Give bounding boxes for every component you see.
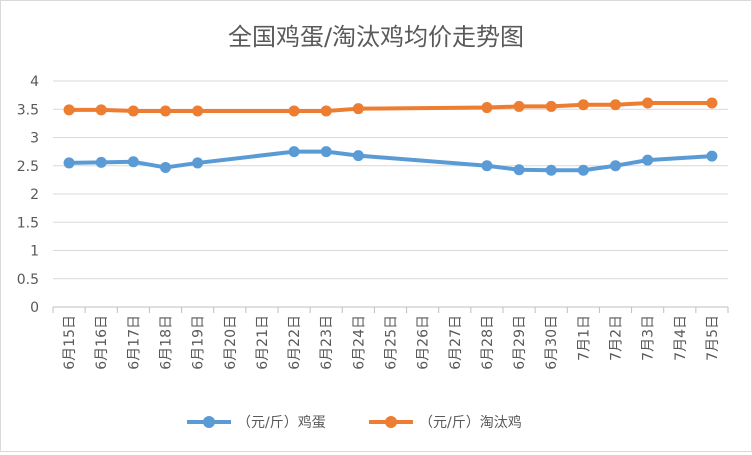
x-tick-label: 6月24日 — [351, 315, 367, 370]
y-tick-label: 3.5 — [17, 102, 39, 118]
x-tick-label: 6月17日 — [126, 315, 142, 370]
legend-label: （元/斤）淘汰鸡 — [419, 414, 522, 431]
x-tick-label: 6月28日 — [480, 315, 496, 370]
data-point — [481, 160, 493, 172]
data-point — [320, 146, 332, 158]
data-point — [127, 156, 139, 168]
x-tick-label: 6月22日 — [287, 315, 303, 370]
y-tick-label: 1 — [30, 244, 39, 260]
data-point — [706, 150, 718, 162]
legend-label: （元/斤）鸡蛋 — [237, 414, 326, 431]
data-point — [95, 104, 107, 116]
data-point — [320, 105, 332, 117]
data-point — [481, 102, 493, 114]
y-tick-label: 2.5 — [17, 159, 39, 175]
x-tick-label: 6月21日 — [255, 315, 271, 370]
x-tick-label: 6月16日 — [94, 315, 110, 370]
x-tick-label: 7月4日 — [673, 315, 689, 361]
x-tick-label: 6月30日 — [544, 315, 560, 370]
data-point — [160, 105, 171, 117]
y-tick-label: 0 — [30, 300, 39, 316]
data-point — [610, 99, 621, 111]
x-tick-label: 6月23日 — [319, 315, 335, 370]
y-tick-label: 2 — [30, 187, 39, 203]
data-point — [63, 157, 75, 169]
data-point — [95, 156, 107, 168]
data-point — [610, 160, 621, 172]
x-tick-label: 6月15日 — [62, 315, 78, 370]
data-point — [192, 157, 204, 169]
data-point — [63, 104, 75, 116]
data-point — [545, 164, 557, 176]
x-axis: 6月15日 6月16日 6月17日 6月18日 6月19日 6月20日 6月21日 6月22日… — [52, 306, 729, 370]
chart-title: 全国鸡蛋/淘汰鸡均价走势图 — [228, 23, 524, 51]
x-tick-label: 7月3日 — [641, 315, 657, 361]
data-point — [352, 103, 364, 115]
x-tick-label: 6月26日 — [416, 315, 432, 370]
x-tick-label: 6月20日 — [223, 315, 239, 370]
data-point — [192, 105, 204, 117]
y-tick-label: 4 — [30, 74, 39, 90]
x-tick-label: 6月18日 — [159, 315, 175, 370]
y-tick-label: 0.5 — [17, 272, 39, 288]
x-tick-label: 6月19日 — [191, 315, 207, 370]
series-lines — [63, 97, 718, 176]
data-point — [545, 100, 557, 112]
data-point — [352, 150, 364, 162]
x-tick-label: 6月25日 — [384, 315, 400, 370]
y-axis-ticks: 0 0.5 1 1.5 2 2.5 3 3.5 4 — [17, 74, 39, 316]
data-point — [127, 105, 139, 117]
x-tick-label: 7月5日 — [705, 315, 721, 361]
y-tick-label: 1.5 — [17, 215, 39, 231]
data-point — [577, 164, 589, 176]
data-point — [513, 100, 525, 112]
x-tick-label: 6月29日 — [512, 315, 528, 370]
data-point — [642, 154, 654, 166]
data-point — [288, 105, 300, 117]
x-tick-label: 6月27日 — [448, 315, 464, 370]
data-point — [706, 97, 718, 109]
data-point — [288, 146, 300, 158]
x-tick-label: 7月1日 — [576, 315, 592, 361]
data-point — [642, 97, 654, 109]
data-point — [577, 99, 589, 111]
legend-swatch-marker — [385, 416, 397, 428]
x-tick-label: 7月2日 — [609, 315, 625, 361]
data-point — [513, 164, 525, 176]
legend: （元/斤）鸡蛋 （元/斤）淘汰鸡 — [187, 414, 522, 431]
legend-swatch-marker — [203, 416, 215, 428]
data-point — [160, 161, 171, 173]
y-tick-label: 3 — [30, 131, 39, 147]
